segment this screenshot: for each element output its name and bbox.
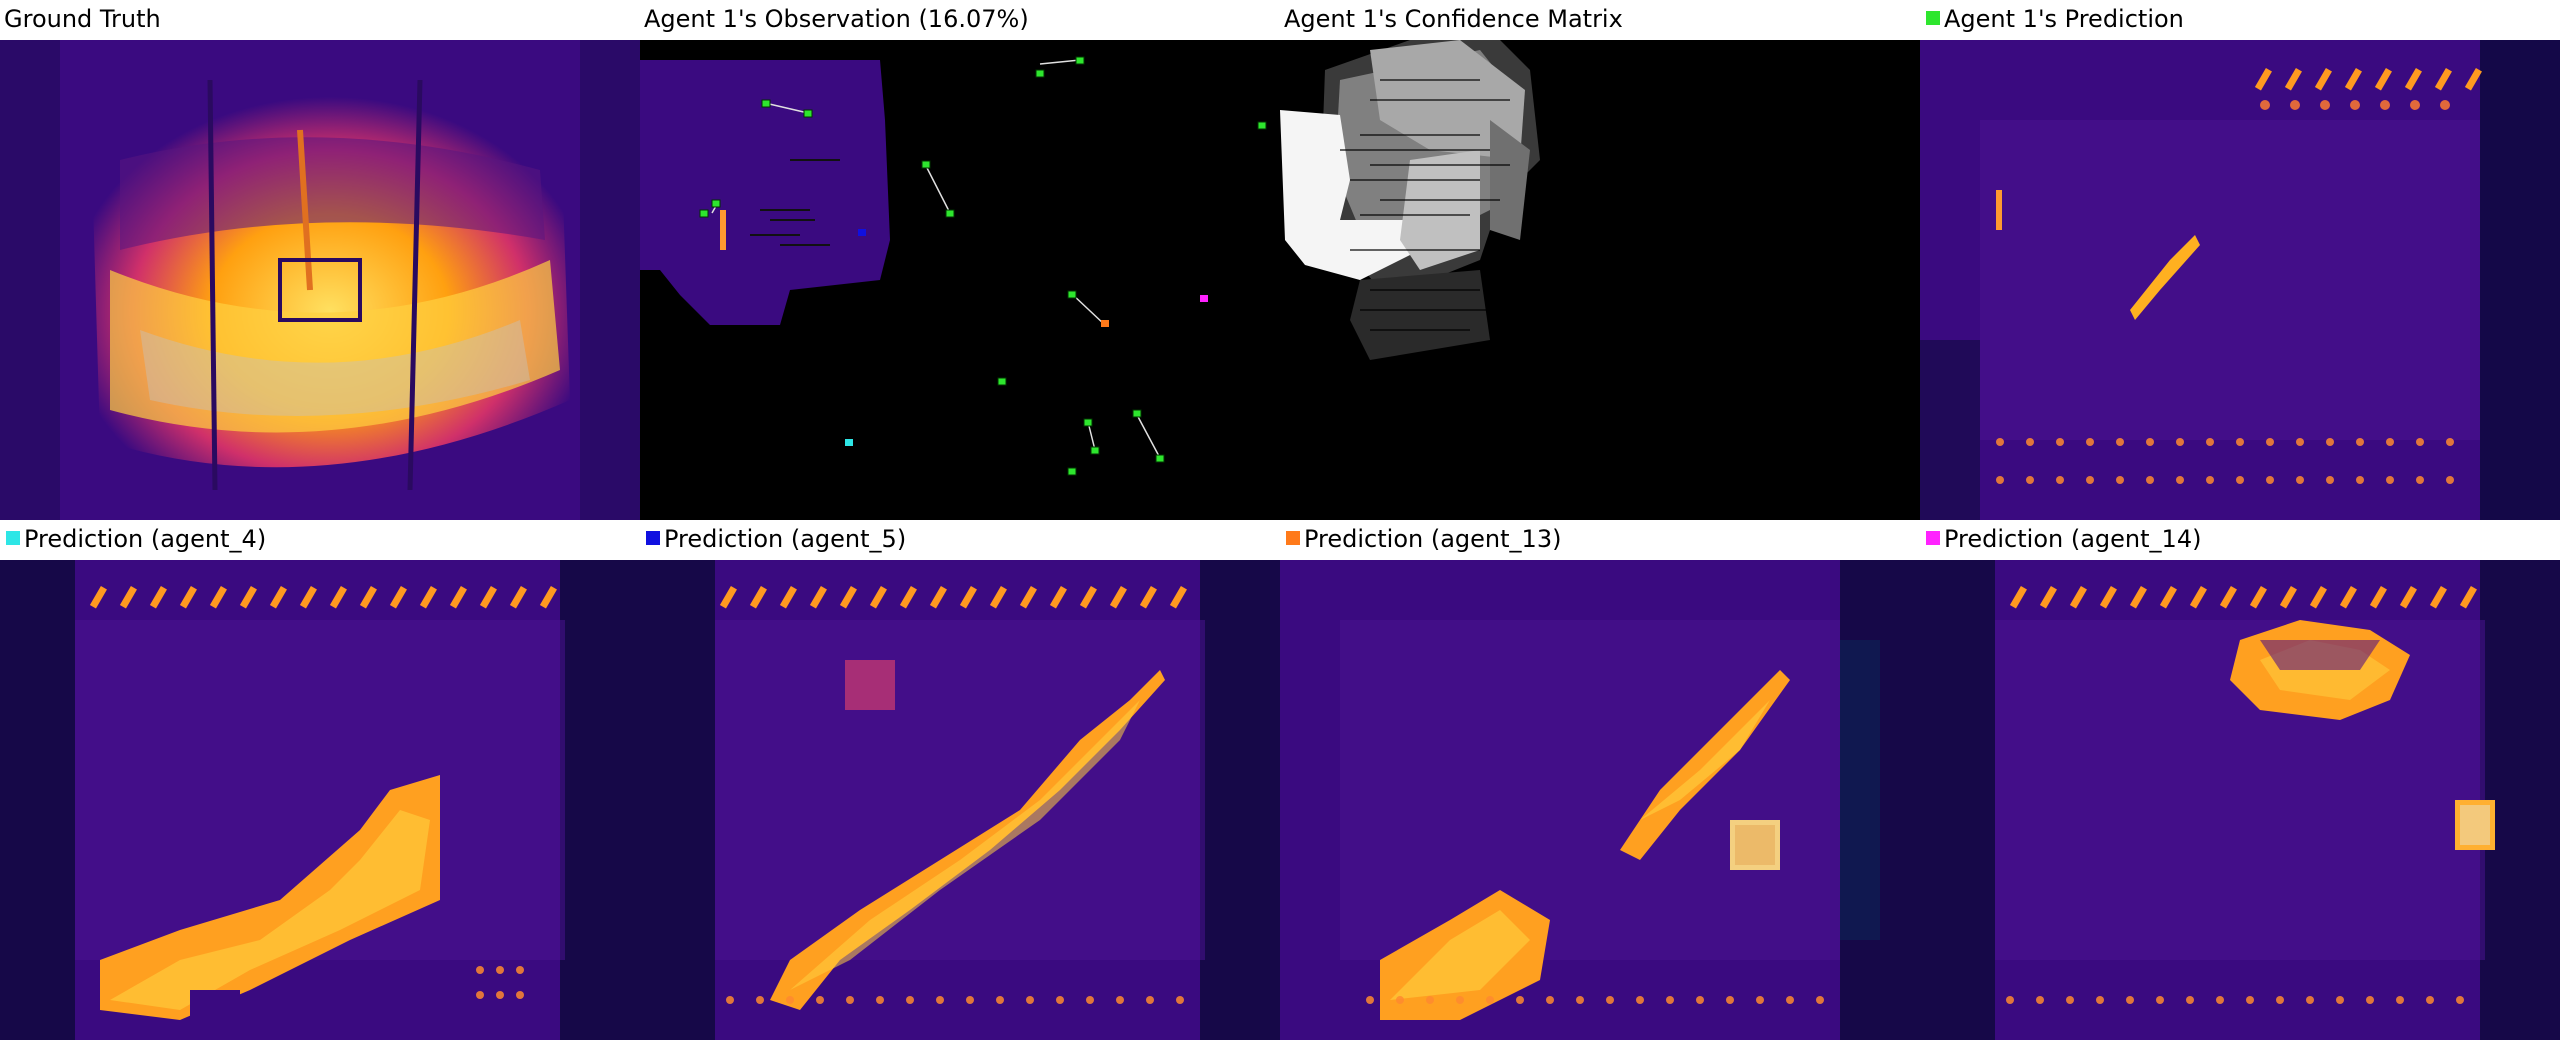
panel-title: Agent 1's Confidence Matrix xyxy=(1280,0,1920,40)
agent-color-marker xyxy=(1926,531,1940,545)
panel-title: Ground Truth xyxy=(0,0,640,40)
ground-truth-image xyxy=(0,40,640,520)
panel-title: Agent 1's Observation (16.07%) xyxy=(640,0,1280,40)
agent13-prediction-image xyxy=(1280,560,1920,1040)
agent-color-marker xyxy=(646,531,660,545)
panel-title: Prediction (agent_4) xyxy=(0,520,640,560)
agent1-prediction-image xyxy=(1920,40,2560,520)
agent14-prediction-image xyxy=(1920,560,2560,1040)
panel-title: Prediction (agent_13) xyxy=(1280,520,1920,560)
agent-color-marker xyxy=(1926,11,1940,25)
agent-color-marker xyxy=(1286,531,1300,545)
observation-map xyxy=(640,40,1280,520)
panel-title: Prediction (agent_14) xyxy=(1920,520,2560,560)
agent-color-marker xyxy=(6,531,20,545)
panel-title: Prediction (agent_5) xyxy=(640,520,1280,560)
agent4-prediction-image xyxy=(0,560,640,1040)
panel-title: Agent 1's Prediction xyxy=(1920,0,2560,40)
agent5-prediction-image xyxy=(640,560,1280,1040)
confidence-matrix xyxy=(1280,40,1920,520)
